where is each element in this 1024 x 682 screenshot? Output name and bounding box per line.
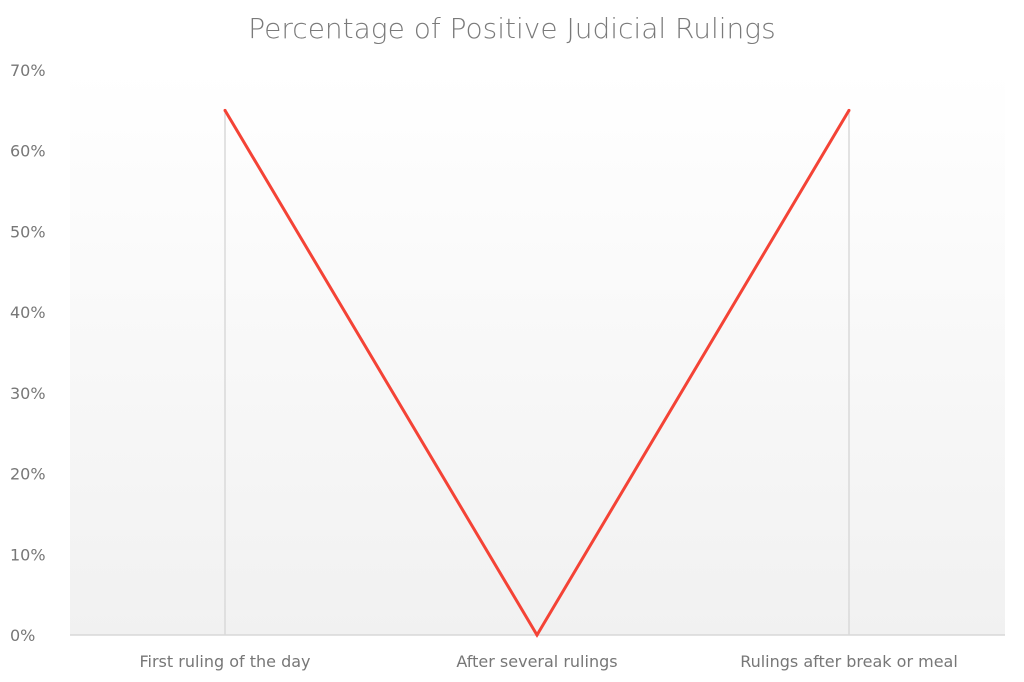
- y-tick-label: 40%: [10, 303, 46, 322]
- data-point: [847, 108, 851, 112]
- y-tick-label: 20%: [10, 465, 46, 484]
- y-tick-label: 50%: [10, 222, 46, 241]
- x-tick-label: Rulings after break or meal: [740, 652, 958, 671]
- y-tick-label: 0%: [10, 626, 35, 645]
- chart-title: Percentage of Positive Judicial Rulings: [248, 12, 776, 45]
- x-tick-label: First ruling of the day: [139, 652, 310, 671]
- y-tick-label: 30%: [10, 384, 46, 403]
- data-point: [535, 633, 539, 637]
- x-tick-label: After several rulings: [456, 652, 617, 671]
- y-tick-label: 60%: [10, 142, 46, 161]
- y-tick-label: 10%: [10, 545, 46, 564]
- plot-area: [70, 70, 1005, 635]
- y-tick-label: 70%: [10, 61, 46, 80]
- data-point: [223, 108, 227, 112]
